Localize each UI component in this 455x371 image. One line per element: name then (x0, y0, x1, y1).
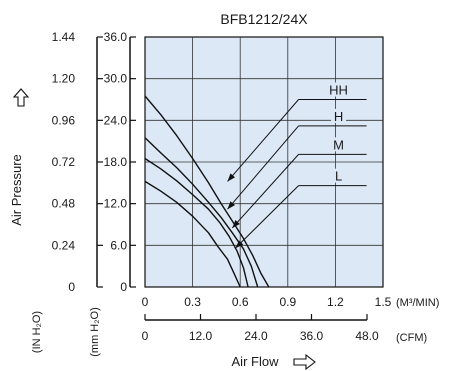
x-tick-label-m3: 1.2 (327, 295, 344, 309)
y-tick-label-in: 0.96 (52, 113, 76, 127)
axes: 00.240.480.720.961.201.4406.012.018.024.… (52, 30, 392, 343)
curve-m (144, 157, 249, 288)
y-tick-label-mm: 0 (120, 280, 127, 294)
curve-hh (144, 95, 270, 288)
leader-diagonal-h (227, 125, 299, 210)
x-tick-label-cfm: 36.0 (300, 329, 324, 343)
y-unit-in: (IN H₂O) (31, 311, 43, 353)
arrowhead-hh (227, 173, 236, 182)
y-axis-label: Air Pressure (9, 154, 24, 226)
x-tick-label-m3: 0.9 (279, 295, 296, 309)
label-bg-h (331, 108, 347, 123)
x-tick-label-m3: 0 (142, 295, 149, 309)
y-tick-label-mm: 12.0 (104, 197, 128, 211)
label-bg-m (331, 137, 347, 152)
y-tick-label-mm: 6.0 (110, 238, 127, 252)
y-tick-label-in: 0 (68, 280, 75, 294)
y-tick-label-in: 0.72 (52, 155, 76, 169)
x-unit-cfm: (CFM) (396, 332, 427, 344)
x-tick-label-cfm: 24.0 (244, 329, 268, 343)
label-bg-hh (326, 82, 351, 97)
leader-diagonal-m (231, 154, 299, 229)
up-arrow-shape (12, 88, 30, 107)
arrowhead-l (235, 240, 244, 249)
y-tick-label-in: 0.48 (52, 197, 76, 211)
curve-h (144, 137, 259, 288)
series-label-hh: HH (329, 83, 348, 98)
series-label-l: L (335, 169, 342, 184)
x-tick-label-m3: 0.6 (232, 295, 249, 309)
y-tick-label-mm: 24.0 (104, 113, 128, 127)
leader-diagonal-hh (227, 99, 299, 182)
y-tick-label-mm: 18.0 (104, 155, 128, 169)
y-tick-label-in: 1.20 (52, 72, 76, 86)
right-arrow-shape (293, 353, 316, 371)
y-tick-label-mm: 30.0 (104, 72, 128, 86)
curve-l (144, 180, 241, 288)
label-bg-l (331, 168, 347, 183)
y-tick-label-mm: 36.0 (104, 30, 128, 44)
series-label-h: H (334, 109, 343, 124)
y-unit-mm: (mm H₂O) (89, 307, 101, 356)
x-tick-label-cfm: 48.0 (355, 329, 379, 343)
up-arrow-icon (12, 88, 30, 107)
chart-title: BFB1212/24X (220, 11, 308, 27)
series-curves (144, 95, 270, 288)
series-label-m: M (333, 137, 344, 152)
x-tick-label-m3: 0.3 (184, 295, 201, 309)
arrowhead-m (232, 220, 240, 228)
y-tick-label-in: 0.24 (52, 238, 76, 252)
leader-diagonal-l (235, 185, 299, 249)
x-unit-m3: (M³/MIN) (396, 297, 439, 309)
x-axis-label: Air Flow (232, 354, 280, 369)
grid-lines (145, 37, 383, 287)
x-tick-label-m3: 1.5 (375, 295, 392, 309)
x-tick-label-cfm: 0 (142, 329, 149, 343)
x-tick-label-cfm: 12.0 (189, 329, 213, 343)
y-tick-label-in: 1.44 (52, 30, 76, 44)
arrowhead-h (227, 201, 235, 210)
right-arrow-icon (293, 353, 316, 371)
